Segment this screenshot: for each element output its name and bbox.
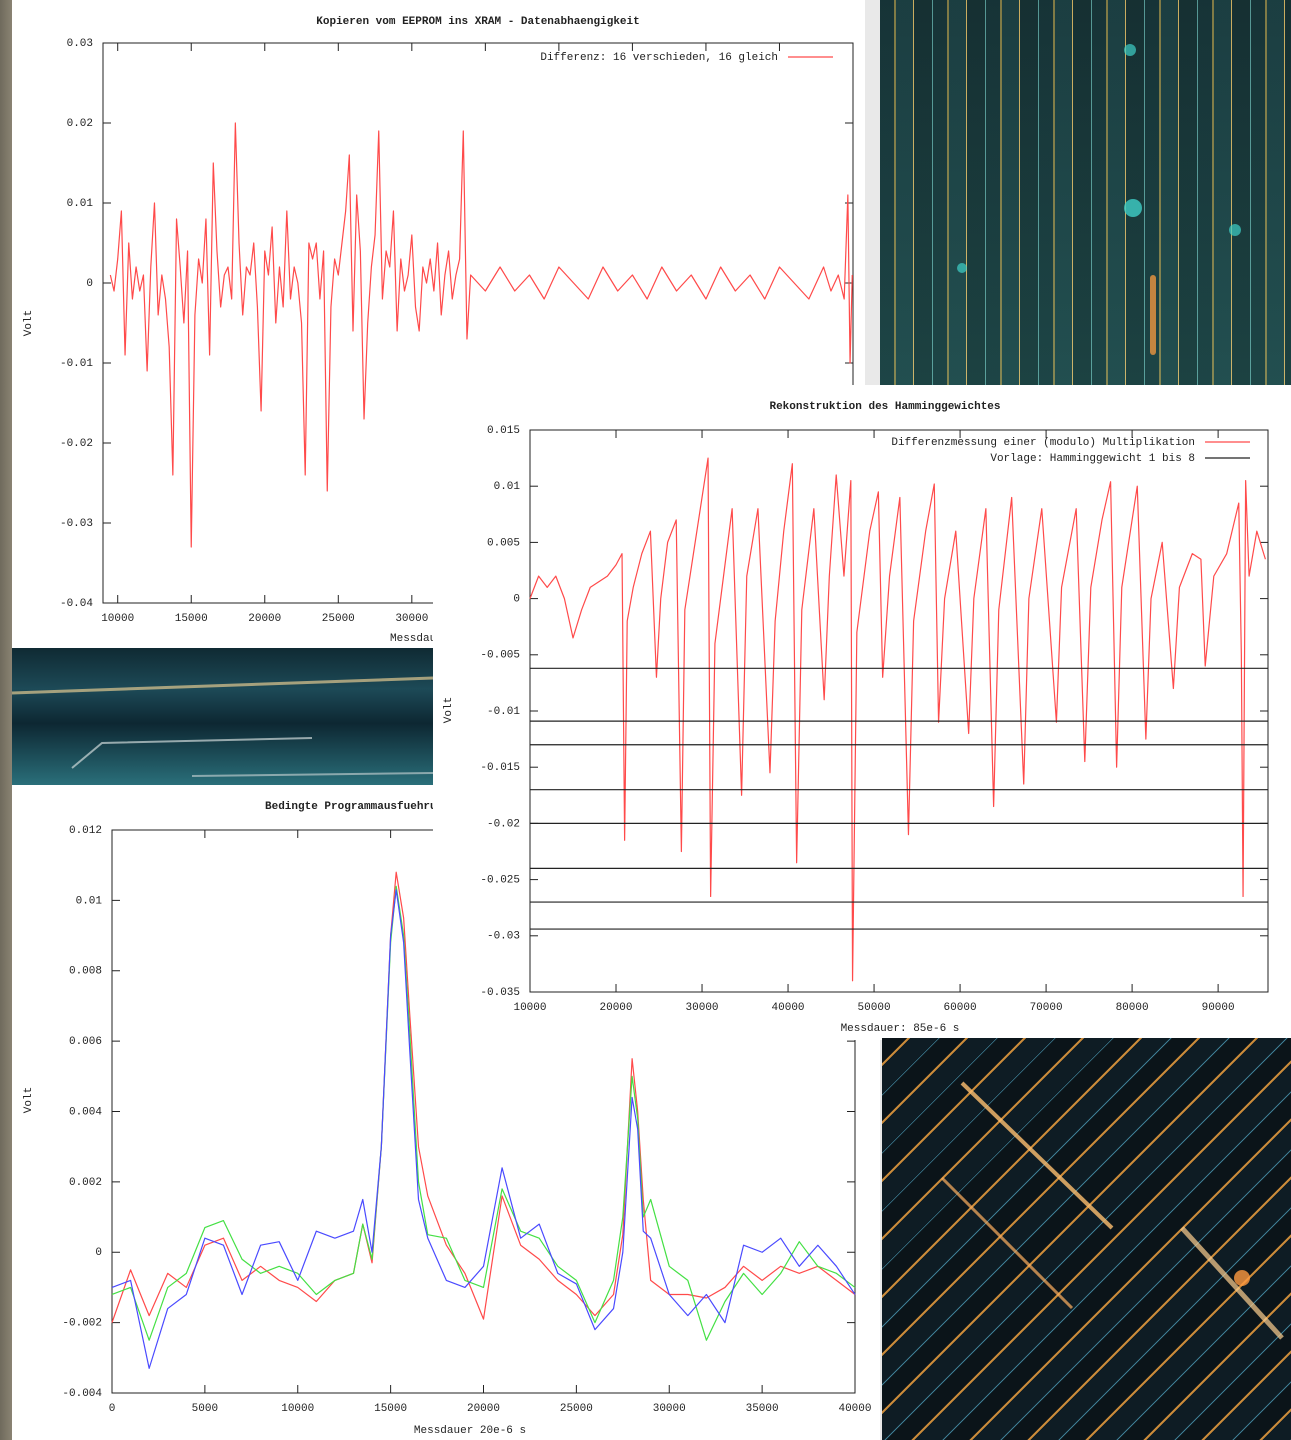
legend-label: Differenz: 16 verschieden, 16 gleich: [540, 52, 778, 64]
x-tick-label: 25000: [560, 1403, 593, 1415]
y-tick-label: 0: [95, 1247, 102, 1259]
y-axis-label: Volt: [443, 697, 455, 723]
x-tick-label: 40000: [772, 1002, 805, 1014]
y-tick-label: -0.035: [480, 987, 520, 999]
y-tick-label: 0.002: [69, 1177, 102, 1189]
y-tick-label: 0.015: [487, 425, 520, 437]
photo: [11, 648, 434, 785]
y-tick-label: 0.01: [494, 481, 521, 493]
y-tick-label: 0.004: [69, 1106, 102, 1118]
data-line: [111, 871, 856, 1323]
x-tick-label: 90000: [1202, 1002, 1235, 1014]
chart-panel: Rekonstruktion des Hamminggewichtes -0.03…: [433, 385, 1291, 1040]
x-tick-label: 80000: [1116, 1002, 1149, 1014]
x-tick-label: 15000: [175, 613, 208, 625]
x-tick-label: 40000: [838, 1403, 871, 1415]
data-line: [111, 889, 856, 1369]
x-tick-label: 35000: [746, 1403, 779, 1415]
y-tick-label: -0.01: [487, 706, 520, 718]
y-tick-label: 0.01: [76, 895, 103, 907]
y-tick-label: 0.008: [69, 966, 102, 978]
data-line: [109, 122, 853, 548]
y-axis-label: Volt: [23, 310, 35, 336]
y-tick-label: -0.02: [487, 818, 520, 830]
data-line: [529, 457, 1266, 982]
y-tick-label: -0.03: [60, 518, 93, 530]
y-tick-label: 0.03: [67, 38, 93, 50]
legend-label: Differenzmessung einer (modulo) Multipli…: [891, 437, 1195, 449]
chart-title: Bedingte Programmausfuehrung: [265, 801, 450, 813]
x-tick-label: 10000: [101, 613, 134, 625]
x-tick-label: 70000: [1030, 1002, 1063, 1014]
y-tick-label: -0.03: [487, 931, 520, 943]
x-tick-label: 15000: [374, 1403, 407, 1415]
photo: [882, 1038, 1291, 1440]
x-tick-label: 0: [109, 1403, 116, 1415]
y-tick-label: -0.04: [60, 598, 93, 610]
x-tick-label: 10000: [281, 1403, 314, 1415]
y-tick-label: -0.02: [60, 438, 93, 450]
x-tick-label: 10000: [513, 1002, 546, 1014]
x-axis-label: Messdauer 20e-6 s: [414, 1425, 526, 1437]
plot-frame: [529, 429, 1269, 993]
x-tick-label: 25000: [322, 613, 355, 625]
legend-label: Vorlage: Hamminggewicht 1 bis 8: [990, 453, 1195, 465]
y-tick-label: -0.01: [60, 358, 93, 370]
y-tick-label: -0.004: [62, 1388, 102, 1400]
y-tick-label: 0.012: [69, 825, 102, 837]
x-tick-label: 20000: [248, 613, 281, 625]
x-tick-label: 20000: [600, 1002, 633, 1014]
x-tick-label: 50000: [858, 1002, 891, 1014]
y-tick-label: 0.005: [487, 537, 520, 549]
x-tick-label: 30000: [686, 1002, 719, 1014]
y-tick-label: 0: [513, 594, 520, 606]
x-axis-label: Messdauer: 85e-6 s: [841, 1023, 960, 1035]
chart-title: Kopieren vom EEPROM ins XRAM - Datenabha…: [316, 16, 639, 28]
y-tick-label: -0.002: [62, 1318, 102, 1330]
y-tick-label: 0.006: [69, 1036, 102, 1048]
x-tick-label: 30000: [395, 613, 428, 625]
photo-decoration: [11, 676, 434, 777]
x-tick-label: 30000: [653, 1403, 686, 1415]
x-tick-label: 5000: [192, 1403, 218, 1415]
y-axis-label: Volt: [23, 1087, 35, 1113]
photo-decoration: [957, 44, 1241, 355]
y-tick-label: 0.02: [67, 118, 93, 130]
x-tick-label: 20000: [467, 1403, 500, 1415]
chart-title: Rekonstruktion des Hamminggewichtes: [769, 401, 1000, 413]
y-tick-label: -0.025: [480, 875, 520, 887]
photo: [880, 0, 1291, 385]
photo-decoration: [940, 1081, 1284, 1340]
y-tick-label: 0.01: [67, 198, 94, 210]
y-tick-label: -0.005: [480, 650, 520, 662]
y-tick-label: -0.015: [480, 762, 520, 774]
y-tick-label: 0: [86, 278, 93, 290]
data-line: [111, 885, 856, 1341]
x-tick-label: 60000: [944, 1002, 977, 1014]
